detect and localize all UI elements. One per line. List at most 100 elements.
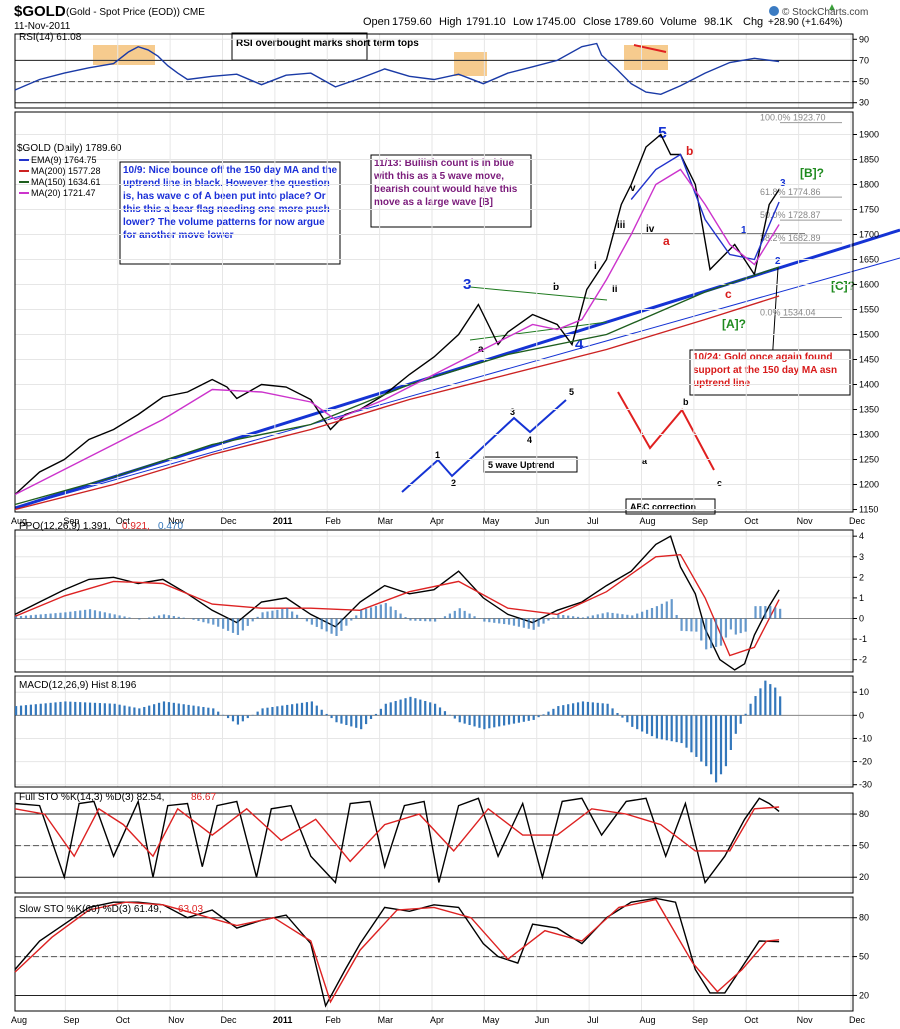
macd-histogram-bar [34,704,37,716]
x-tick-label: Dec [221,516,238,526]
annotation-11-13-box [370,154,532,228]
macd-histogram-bar [266,707,269,716]
macd-histogram-bar [157,702,161,716]
price-legend-entry: MA(150) 1634.61 [31,177,101,187]
macd-histogram-bar [424,700,427,716]
macd-histogram-bar [394,700,397,716]
ppo-histogram-bar [616,613,619,619]
open-label: Open [363,16,390,28]
macd-histogram-bar [246,715,249,719]
ppo-histogram-bar [557,614,560,619]
wave-label-green: [B]? [800,166,824,180]
macd-histogram-bar [182,704,185,716]
macd-histogram-bar [774,687,777,716]
macd-histogram-bar [241,715,244,722]
ppo-histogram-bar [384,603,387,619]
y-tick-label: 1300 [859,430,879,440]
x-tick-label: Dec [849,1015,866,1025]
ppo-histogram-bar [562,614,565,619]
macd-histogram-bar [419,699,422,716]
slow-sto-legend: Slow STO %K(60) %D(3) 61.49, [19,904,162,915]
ppo-histogram-bar [463,610,466,619]
panel-frame [14,896,854,1012]
ppo-histogram-bar [231,618,235,633]
macd-histogram-bar [409,696,412,716]
ppo-histogram-bar [123,616,126,619]
ema-9--line [630,153,780,261]
ppo-histogram-bar [537,618,540,627]
annotation-11-13-text: 11/13: Bullish count is in blue with thi… [374,158,518,208]
wave-label-green: [A]? [722,317,746,331]
ppo-histogram-bar [360,610,363,619]
macd-legend: MACD(12,26,9) Hist 8.196 [19,680,137,691]
wave-label-black: v [630,183,636,194]
macd-histogram-bar [138,708,141,716]
x-tick-label: Aug [640,516,656,526]
ppo-histogram-bar [448,613,451,619]
macd-histogram-bar [286,704,289,716]
ppo-histogram-bar [162,614,166,619]
ppo-histogram-bar [350,618,353,621]
y-tick-label: 1200 [859,480,879,490]
y-tick-label: 90 [859,34,869,44]
macd-histogram-bar [98,703,101,716]
ppo-histogram-bar [424,618,427,622]
price-legend-entry: MA(200) 1577.28 [31,166,101,176]
macd-histogram-bar [572,703,575,716]
macd-histogram-bar [503,715,506,726]
ppo-legend: PPO(12,26,9) 1.391, [19,521,111,532]
ppo-histogram-bar [108,613,111,619]
macd-histogram-bar [49,702,52,716]
ppo-histogram-bar [34,614,37,619]
wave-label-black: iii [617,220,626,231]
chart-date: 11-Nov-2011 [14,21,71,32]
macd-histogram-bar [443,711,447,716]
macd-histogram-bar [399,699,402,716]
symbol-title: $GOLD [14,3,66,20]
macd-histogram-bar [59,701,62,716]
y-tick-label: 1750 [859,205,879,215]
low-value: 1745.00 [536,16,576,28]
symbol-description: (Gold - Spot Price (EOD)) CME [66,7,205,18]
macd-histogram-bar [93,702,97,716]
macd-histogram-bar [305,702,309,716]
y-tick-label: 3 [859,552,864,562]
full-sto-legend: Full STO %K(14,3) %D(3) 82.54, [19,792,164,803]
x-tick-label: Feb [325,1015,341,1025]
macd-histogram-bar [779,696,782,716]
inset-correction-label: b [683,397,689,407]
macd-histogram-bar [192,705,195,716]
x-tick-label: 2011 [273,1015,293,1025]
macd-histogram-bar [384,703,387,716]
ppo-histogram-bar [404,617,407,619]
macd-histogram-bar [650,715,654,737]
fib-level-label: 38.2% 1682.89 [760,233,821,243]
ppo-histogram-bar [44,613,47,619]
panel-frame [14,675,854,788]
wave-label-blue: 2 [775,256,781,267]
macd-histogram-bar [483,715,486,730]
fib-level-label: 61.8% 1774.86 [760,187,821,197]
y-tick-label: 0 [859,613,864,623]
macd-histogram-bar [256,711,259,716]
macd-histogram-bar [586,701,590,716]
ppo-histogram-bar [695,618,698,632]
y-tick-label: 80 [859,809,869,819]
ppo-line [14,535,780,671]
ppo-histogram-bar [512,618,516,626]
ppo-histogram-bar [49,613,52,619]
y-tick-label: 1800 [859,180,879,190]
ppo-histogram-bar [276,609,279,619]
ppo-histogram-bar [429,618,432,622]
macd-histogram-bar [74,701,77,716]
y-tick-label: 1700 [859,230,879,240]
ppo-histogram-bar [335,618,338,636]
ppo-histogram-bar [734,618,737,635]
ppo-histogram-bar [769,605,772,619]
ppo-histogram-bar [739,618,742,634]
y-tick-label: 70 [859,55,869,65]
volume-value: 98.1K [704,16,733,28]
ppo-histogram-bar [39,614,42,619]
ma-20--line [14,168,780,496]
ppo-histogram-bar [729,618,732,630]
